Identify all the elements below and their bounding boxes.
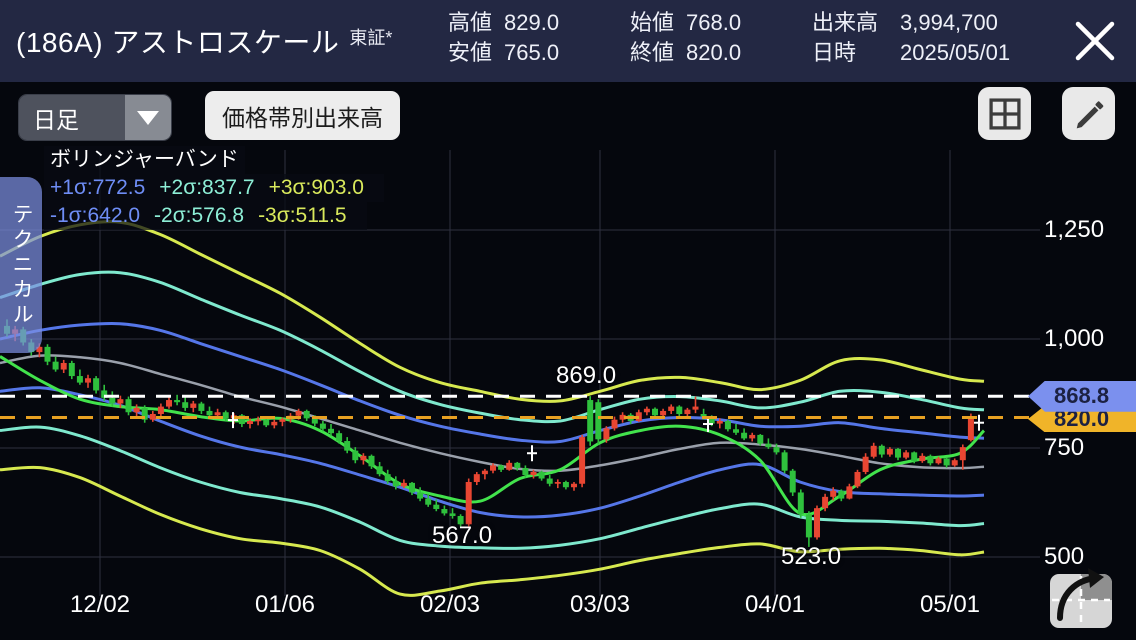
timeframe-selected-label: 日足: [19, 95, 125, 140]
timeframe-dropdown[interactable]: 日足: [18, 94, 172, 141]
stats-open-close: 始値 768.0 終値 820.0: [630, 8, 741, 68]
y-axis-label: 500: [1044, 543, 1085, 570]
high-label: 高値: [448, 10, 493, 35]
grid-icon: [988, 97, 1021, 130]
high-price-badge[interactable]: 868.8: [1028, 380, 1136, 412]
expand-chart-button[interactable]: [1048, 560, 1118, 632]
technical-tab[interactable]: テクニカル: [0, 177, 42, 353]
x-axis-label: 01/06: [254, 591, 316, 618]
low-value: 765.0: [504, 40, 560, 65]
bollinger-legend: ボリンジャーバンド +1σ:772.5 +2σ:837.7 +3σ:903.0 -1…: [44, 146, 384, 230]
x-axis-label: 03/03: [569, 591, 631, 618]
legend-plus3: +3σ:903.0: [268, 176, 364, 199]
pencil-icon: [1076, 100, 1103, 128]
low-label: 安値: [448, 40, 493, 65]
legend-minus3: -3σ:511.5: [258, 204, 347, 227]
technical-tab-label: テクニカル: [10, 202, 33, 328]
symbol-code-name: (186A) アストロスケール: [16, 27, 340, 58]
symbol-title: (186A) アストロスケール 東証*: [16, 0, 392, 82]
y-axis-label: 1,000: [1044, 325, 1105, 352]
close-icon[interactable]: [1072, 18, 1118, 64]
y-axis-label: 750: [1044, 434, 1085, 461]
expand-icon: [1050, 568, 1112, 628]
header-bar: (186A) アストロスケール 東証* 高値 829.0 安値 765.0 始値 76…: [0, 0, 1136, 82]
legend-minus-row: -1σ:642.0 -2σ:576.8 -3σ:511.5: [44, 202, 367, 230]
close-label: 終値: [630, 40, 675, 65]
open-value: 768.0: [686, 10, 742, 35]
legend-minus1: -1σ:642.0: [50, 204, 141, 227]
legend-minus2: -2σ:576.8: [154, 204, 245, 227]
price-annotation: 567.0: [432, 522, 493, 549]
open-label: 始値: [630, 10, 675, 35]
x-axis-label: 05/01: [919, 591, 981, 618]
x-axis-label: 02/03: [419, 591, 481, 618]
legend-title: ボリンジャーバンド: [44, 146, 245, 174]
draw-tool-button[interactable]: [1062, 87, 1115, 140]
stats-volume-date: 出来高 3,994,700 日時 2025/05/01: [812, 8, 1010, 68]
close-value: 820.0: [686, 40, 742, 65]
legend-plus-row: +1σ:772.5 +2σ:837.7 +3σ:903.0: [44, 174, 384, 202]
chart-toolbar: 日足 価格帯別出来高: [0, 82, 1136, 148]
chevron-down-icon: [125, 95, 171, 140]
datetime-label: 日時: [812, 40, 857, 65]
legend-plus1: +1σ:772.5: [50, 176, 146, 199]
x-axis-label: 12/02: [69, 591, 131, 618]
exchange-label: 東証*: [349, 28, 393, 48]
datetime-value: 2025/05/01: [900, 40, 1011, 65]
legend-plus2: +2σ:837.7: [159, 176, 255, 199]
price-annotation: 523.0: [781, 543, 842, 570]
price-annotation: 869.0: [556, 362, 617, 389]
volume-by-price-button[interactable]: 価格帯別出来高: [205, 91, 400, 140]
volume-label: 出来高: [812, 10, 879, 35]
high-value: 829.0: [504, 10, 560, 35]
stats-high-low: 高値 829.0 安値 765.0: [448, 8, 559, 68]
volume-value: 3,994,700: [900, 10, 998, 35]
grid-layout-button[interactable]: [978, 87, 1031, 140]
x-axis-label: 04/01: [744, 591, 806, 618]
y-axis-label: 1,250: [1044, 216, 1105, 243]
